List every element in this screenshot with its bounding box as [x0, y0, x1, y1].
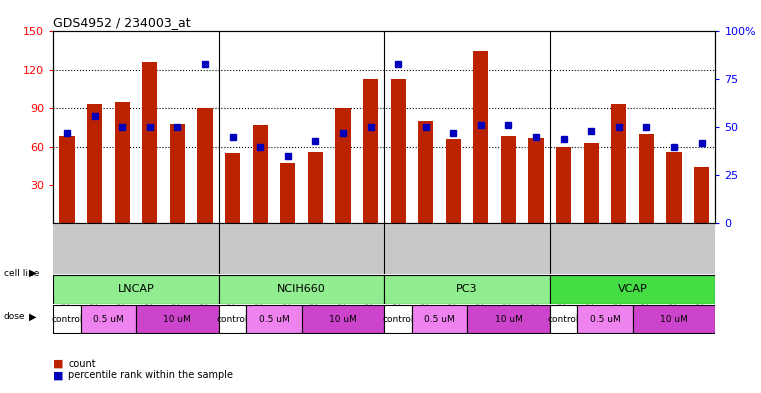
- Bar: [142, 62, 158, 223]
- Text: 0.5 uM: 0.5 uM: [590, 315, 620, 323]
- Bar: [336, 108, 351, 223]
- Bar: [59, 136, 75, 223]
- Bar: [87, 104, 102, 223]
- Bar: [170, 123, 185, 223]
- Bar: [253, 125, 268, 223]
- Text: ▶: ▶: [29, 311, 37, 321]
- Text: ▶: ▶: [29, 268, 37, 278]
- Bar: [136, 305, 219, 333]
- Bar: [584, 143, 599, 223]
- Text: 0.5 uM: 0.5 uM: [424, 315, 455, 323]
- Bar: [197, 108, 212, 223]
- Text: 10 uM: 10 uM: [329, 315, 357, 323]
- Text: PC3: PC3: [457, 284, 478, 294]
- Bar: [578, 305, 632, 333]
- Bar: [549, 305, 578, 333]
- Text: dose: dose: [4, 312, 25, 321]
- Bar: [638, 134, 654, 223]
- Bar: [694, 167, 709, 223]
- Text: 10 uM: 10 uM: [495, 315, 522, 323]
- Bar: [611, 104, 626, 223]
- Bar: [473, 51, 489, 223]
- Bar: [247, 305, 301, 333]
- Bar: [418, 121, 433, 223]
- Bar: [363, 79, 378, 223]
- Text: control: control: [382, 315, 414, 323]
- Bar: [225, 153, 240, 223]
- Text: VCAP: VCAP: [618, 284, 648, 294]
- Bar: [219, 275, 384, 304]
- Bar: [384, 305, 412, 333]
- Text: cell line: cell line: [4, 269, 39, 277]
- Bar: [53, 275, 219, 304]
- Bar: [53, 305, 81, 333]
- Text: NCIH660: NCIH660: [277, 284, 326, 294]
- Bar: [301, 305, 384, 333]
- Bar: [280, 163, 295, 223]
- Bar: [549, 275, 715, 304]
- Text: ■: ■: [53, 358, 64, 369]
- Bar: [390, 79, 406, 223]
- Text: percentile rank within the sample: percentile rank within the sample: [68, 370, 234, 380]
- Bar: [81, 305, 136, 333]
- Bar: [528, 138, 543, 223]
- Bar: [219, 305, 247, 333]
- Text: control: control: [51, 315, 83, 323]
- Bar: [412, 305, 467, 333]
- Text: 0.5 uM: 0.5 uM: [93, 315, 124, 323]
- Text: ■: ■: [53, 370, 64, 380]
- Bar: [667, 152, 682, 223]
- Text: 10 uM: 10 uM: [164, 315, 191, 323]
- Text: LNCAP: LNCAP: [118, 284, 154, 294]
- Text: 0.5 uM: 0.5 uM: [259, 315, 289, 323]
- Text: GDS4952 / 234003_at: GDS4952 / 234003_at: [53, 16, 191, 29]
- Bar: [307, 152, 323, 223]
- Bar: [384, 275, 549, 304]
- Bar: [632, 305, 715, 333]
- Bar: [467, 305, 549, 333]
- Text: 10 uM: 10 uM: [660, 315, 688, 323]
- Bar: [501, 136, 516, 223]
- Bar: [556, 147, 572, 223]
- Bar: [446, 139, 461, 223]
- Text: control: control: [548, 315, 579, 323]
- Text: count: count: [68, 358, 96, 369]
- Bar: [115, 102, 130, 223]
- Text: control: control: [217, 315, 248, 323]
